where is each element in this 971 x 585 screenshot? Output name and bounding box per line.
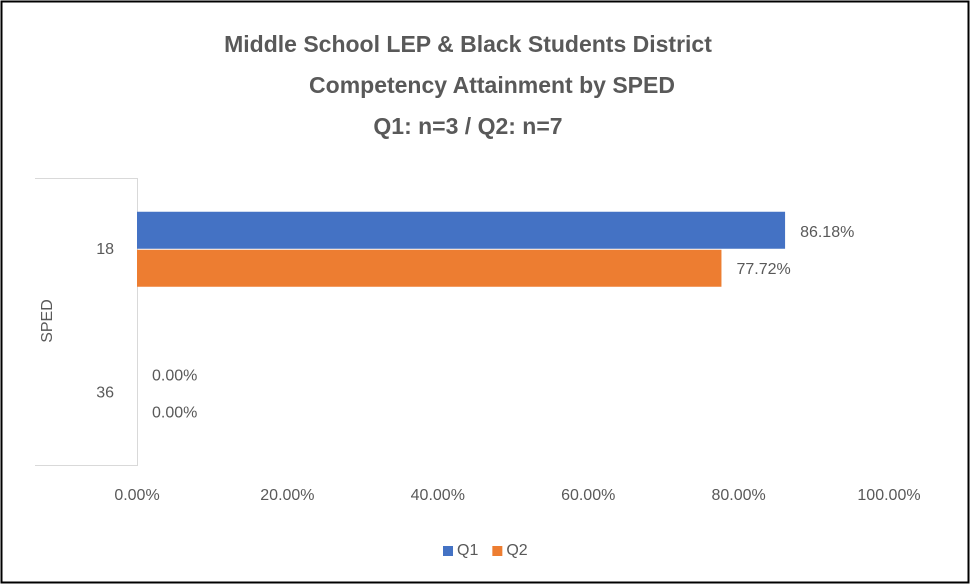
data-label: 0.00% bbox=[152, 367, 197, 384]
x-tick-label: 100.00% bbox=[857, 487, 920, 504]
data-label: 86.18% bbox=[800, 224, 854, 241]
chart-title: Middle School LEP & Black Students Distr… bbox=[224, 31, 712, 57]
chart-title: Q1: n=3 / Q2: n=7 bbox=[373, 113, 562, 139]
x-tick-label: 20.00% bbox=[260, 487, 314, 504]
bar bbox=[137, 249, 722, 287]
x-tick-label: 60.00% bbox=[561, 487, 615, 504]
x-tick-label: 80.00% bbox=[711, 487, 765, 504]
y-tick-label: 36 bbox=[96, 384, 114, 401]
x-tick-label: 40.00% bbox=[411, 487, 465, 504]
legend-swatch bbox=[492, 546, 503, 556]
x-tick-label: 0.00% bbox=[114, 487, 159, 504]
data-label: 77.72% bbox=[736, 261, 790, 278]
data-label: 0.00% bbox=[152, 404, 197, 421]
legend-label: Q2 bbox=[506, 542, 527, 559]
legend-label: Q1 bbox=[457, 542, 478, 559]
legend-swatch bbox=[443, 546, 453, 556]
y-tick-label: 18 bbox=[96, 241, 114, 258]
y-axis-label: SPED bbox=[39, 299, 56, 343]
chart-title: Competency Attainment by SPED bbox=[309, 72, 675, 98]
bar bbox=[137, 211, 786, 249]
